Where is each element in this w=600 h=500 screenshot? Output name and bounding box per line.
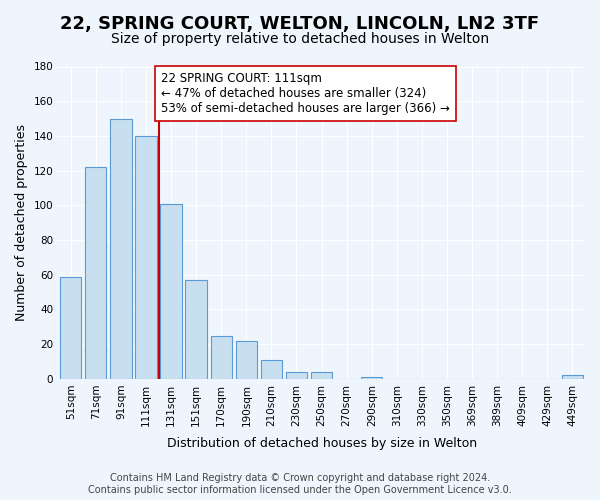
Bar [562,376,583,379]
Bar [261,360,282,379]
Bar [136,136,157,379]
Text: 22 SPRING COURT: 111sqm
← 47% of detached houses are smaller (324)
53% of semi-d: 22 SPRING COURT: 111sqm ← 47% of detache… [161,72,450,114]
Bar [361,377,382,379]
Bar [160,204,182,379]
Text: Size of property relative to detached houses in Welton: Size of property relative to detached ho… [111,32,489,46]
Text: 22, SPRING COURT, WELTON, LINCOLN, LN2 3TF: 22, SPRING COURT, WELTON, LINCOLN, LN2 3… [61,15,539,33]
Bar [110,118,131,379]
Bar [85,167,106,379]
Bar [211,336,232,379]
Bar [60,276,82,379]
Bar [236,340,257,379]
Bar [185,280,207,379]
X-axis label: Distribution of detached houses by size in Welton: Distribution of detached houses by size … [167,437,476,450]
Bar [286,372,307,379]
Y-axis label: Number of detached properties: Number of detached properties [15,124,28,321]
Text: Contains HM Land Registry data © Crown copyright and database right 2024.
Contai: Contains HM Land Registry data © Crown c… [88,474,512,495]
Bar [311,372,332,379]
